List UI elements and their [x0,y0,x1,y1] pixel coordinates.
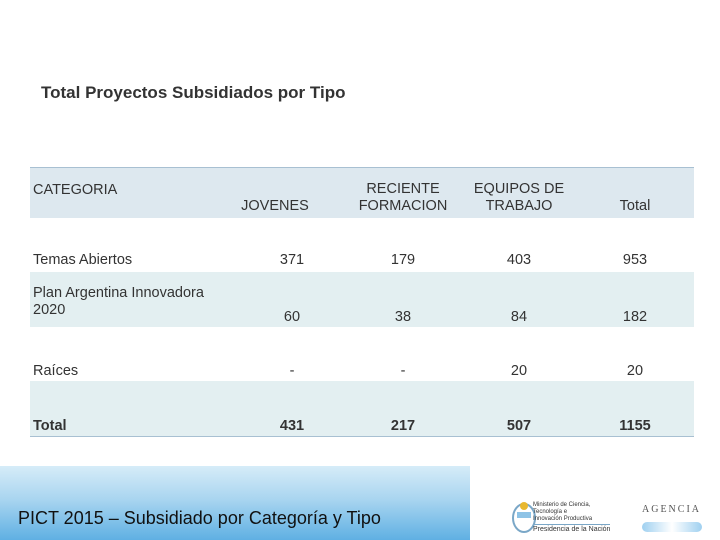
agency-label: AGENCIA [642,504,701,515]
row-label: Plan Argentina Innovadora 2020 [33,285,204,318]
slide-title: Total Proyectos Subsidiados por Tipo [41,83,346,102]
table-cell: 20 [510,363,528,379]
footer-title: PICT 2015 – Subsidiado por Categoría y T… [18,508,381,528]
table-cell: 38 [394,309,412,325]
agency-stripe [642,522,702,532]
table-cell: - [400,363,406,379]
table-cell: 60 [283,309,301,325]
row-band [30,381,694,437]
table-cell: 431 [279,418,305,434]
column-header: JOVENES [241,198,309,214]
table-cell: 179 [390,252,416,268]
row-band [30,272,694,327]
row-label: Raíces [33,363,79,379]
row-label: Total [33,418,67,434]
table-cell: 507 [506,418,532,434]
table-cell: 953 [622,252,648,268]
table-cell: 84 [510,309,528,325]
row-label: Temas Abiertos [33,252,133,268]
coat-of-arms [512,502,536,533]
presidency-label: Presidencia de la Nación [533,524,611,533]
ministry-label: Ministerio de Ciencia, Tecnología e Inno… [533,502,593,522]
table-cell: 217 [390,418,416,434]
table-cell: 1155 [619,418,651,434]
table-cell: 371 [279,252,305,268]
column-header: CATEGORIA [33,182,118,198]
logos: Ministerio de Ciencia, Tecnología e Inno… [470,466,720,540]
header-band [30,167,694,218]
table-cell: - [289,363,295,379]
table-cell: 20 [626,363,644,379]
footer-bar [0,466,470,540]
table-cell: 403 [506,252,532,268]
column-header: EQUIPOS DE TRABAJO [473,181,565,214]
column-header: Total [619,198,651,214]
table-cell: 182 [622,309,648,325]
column-header: RECIENTE FORMACION [358,181,448,214]
